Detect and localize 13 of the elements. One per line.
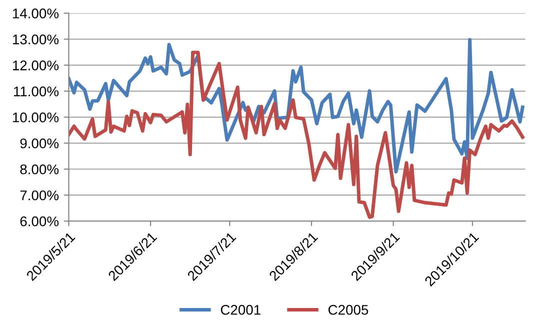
y-tick-label: 14.00% xyxy=(12,8,59,18)
legend-label: C2001 xyxy=(220,304,260,315)
y-tick-label: 8.00% xyxy=(20,164,59,174)
y-tick-label: 9.00% xyxy=(20,138,59,148)
y-tick-label: 10.00% xyxy=(12,112,59,122)
y-tick-label: 6.00% xyxy=(20,216,59,226)
y-tick-label: 12.00% xyxy=(12,60,59,70)
legend-label: C2005 xyxy=(328,304,368,315)
line-series xyxy=(68,50,524,219)
y-tick-label: 13.00% xyxy=(12,34,59,44)
y-tick-label: 7.00% xyxy=(20,190,59,200)
y-tick-label: 11.00% xyxy=(14,86,59,96)
line-series xyxy=(68,38,524,174)
